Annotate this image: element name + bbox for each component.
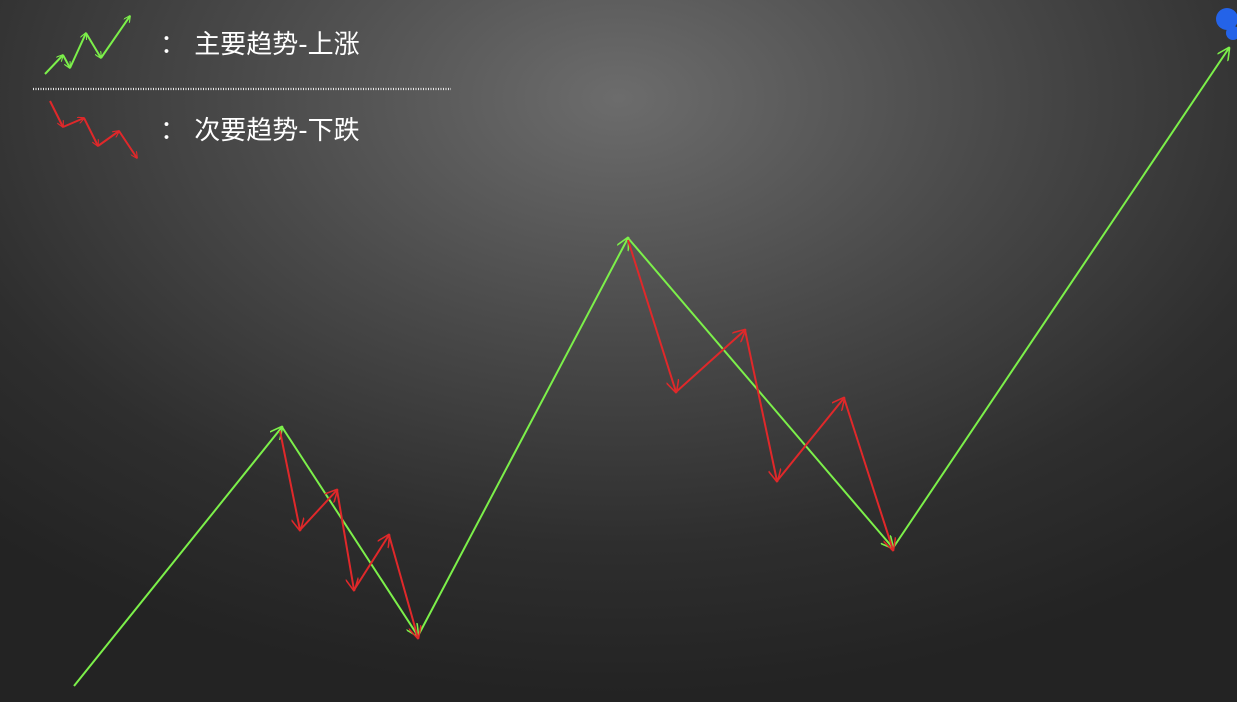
primary-down-2 [627, 237, 893, 548]
green-zigzag-up-arrows-icon [44, 16, 130, 75]
primary-down-1 [281, 426, 418, 636]
corner-dot-1 [1216, 8, 1237, 30]
secondary-trend-lines-1 [279, 430, 418, 638]
legend-label-major-trend: ： 主要趋势-上涨 [160, 30, 360, 60]
primary-up-2 [417, 238, 628, 637]
primary-up-3 [892, 48, 1229, 549]
red-zigzag-down-arrows-icon [49, 100, 137, 158]
corner-dot-2 [1226, 26, 1237, 40]
legend-label-minor-trend: ： 次要趋势-下跌 [160, 116, 360, 146]
secondary-trend-lines-2 [627, 239, 893, 550]
primary-up-1 [73, 427, 282, 687]
primary-trend-lines [73, 48, 1229, 687]
